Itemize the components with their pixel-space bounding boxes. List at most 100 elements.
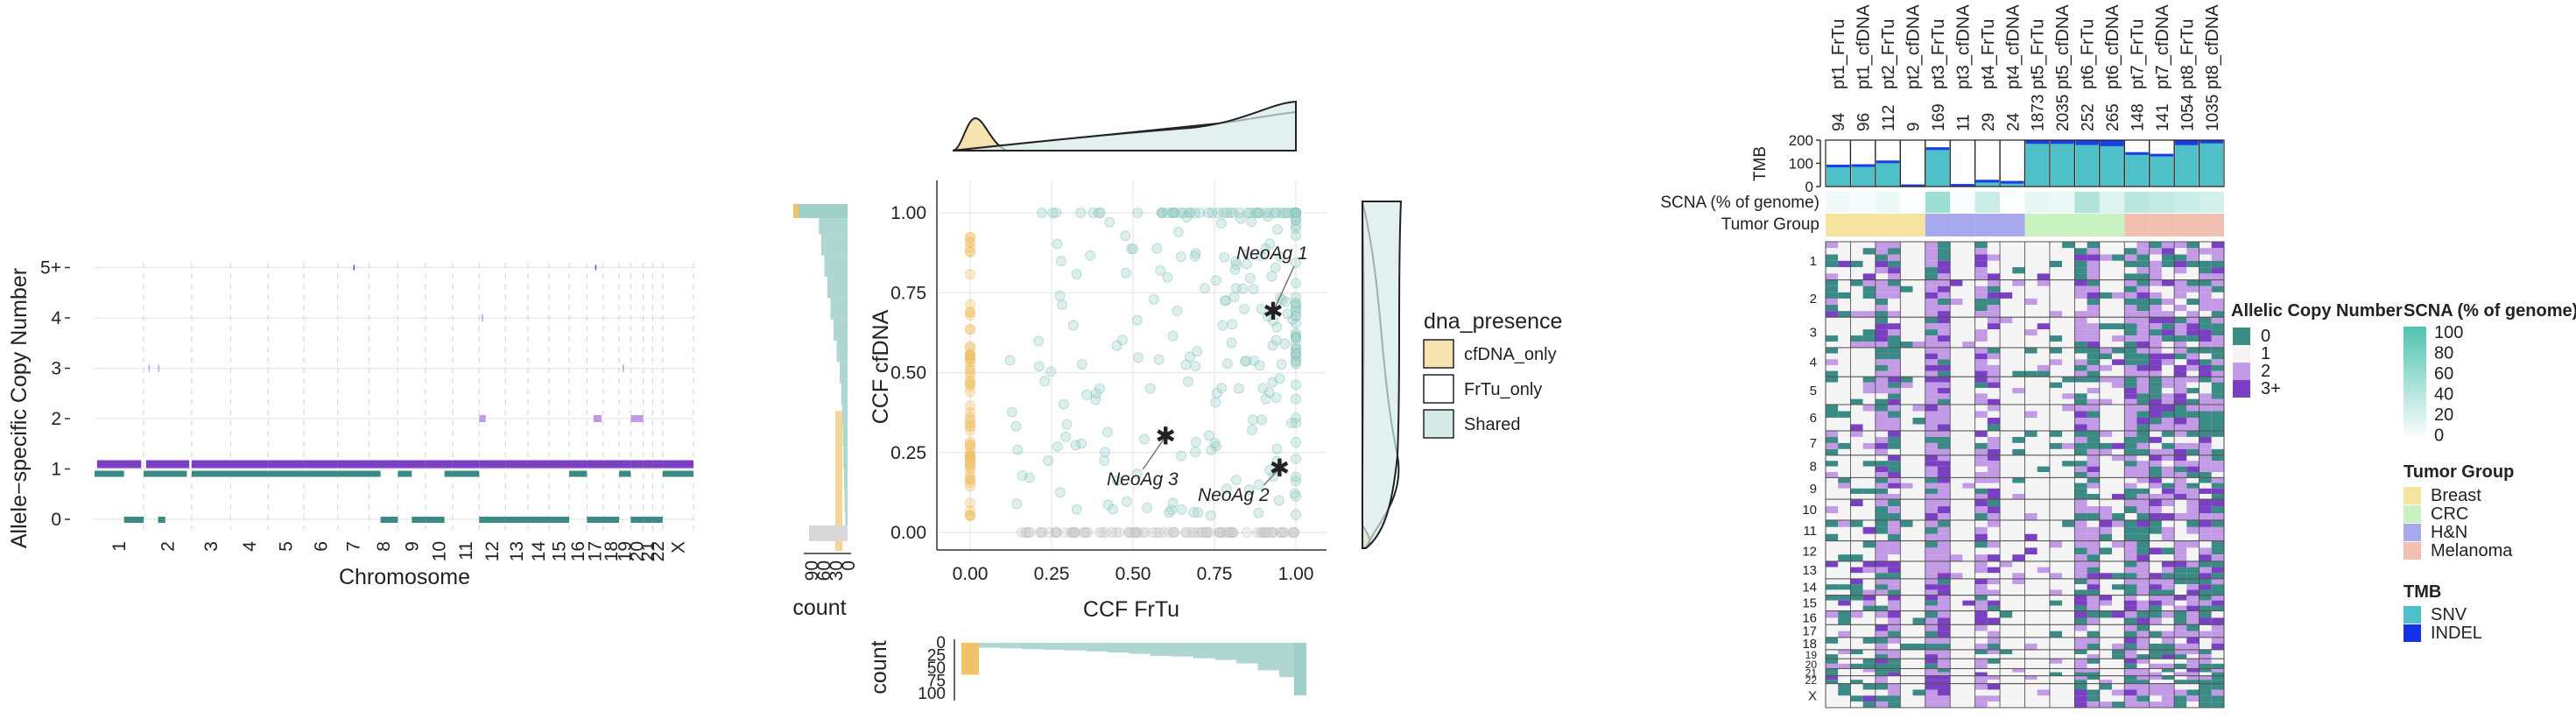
heatmap-cell — [1888, 600, 1901, 606]
heatmap-cell — [2199, 499, 2212, 507]
heatmap-cell — [2024, 292, 2038, 299]
point-shared — [1116, 335, 1128, 346]
heatmap-cell — [1974, 526, 1988, 534]
point-shared — [1120, 230, 1131, 242]
heatmap-cell — [1962, 506, 1975, 514]
heatmap-cell — [1838, 242, 1851, 249]
heatmap-cell — [2074, 680, 2087, 684]
point-shared — [1192, 346, 1203, 357]
heatmap-cell — [2124, 610, 2137, 618]
heatmap-cell — [2199, 417, 2212, 425]
point-shared — [1273, 495, 1284, 506]
heatmap-cell — [2099, 488, 2113, 494]
heatmap-cell — [2211, 461, 2224, 467]
heatmap-cell — [2062, 519, 2075, 527]
cn-x-tick-label: 18 — [602, 541, 622, 561]
heatmap-cell — [1974, 364, 1988, 371]
heatmap-cell — [1962, 595, 1975, 601]
heatmap-cell — [1900, 417, 1913, 425]
heatmap-cell — [2186, 540, 2199, 548]
heatmap-cell — [2174, 353, 2187, 360]
heatmap-cell — [2062, 298, 2075, 306]
heatmap-cell — [1862, 513, 1876, 520]
heatmap-cell — [2024, 404, 2038, 412]
heatmap-cell — [2174, 254, 2187, 261]
heatmap-cell — [1900, 637, 1913, 644]
heatmap-cell — [1987, 404, 2001, 412]
point-shared — [1260, 208, 1271, 218]
heatmap-cell — [2049, 477, 2063, 483]
cn-x-tick-label: 15 — [550, 541, 570, 561]
heatmap-cell — [1937, 455, 1951, 462]
heatmap-cell — [2186, 359, 2199, 365]
tmb-value-label: 265 — [2104, 103, 2122, 131]
heatmap-cell — [2049, 547, 2063, 555]
heatmap-cell — [2062, 513, 2075, 520]
heatmap-cell — [1925, 595, 1938, 601]
point-shared — [1263, 387, 1275, 398]
heatmap-cell — [1875, 672, 1889, 676]
heatmap-cell — [2099, 540, 2113, 548]
heatmap-cell — [2087, 347, 2100, 354]
cn-segment — [623, 364, 624, 372]
point-shared — [1167, 208, 1179, 218]
heatmap-cell — [2037, 430, 2050, 437]
heatmap-chrom-label: 4 — [1810, 356, 1817, 370]
heatmap-cell — [1987, 683, 2001, 690]
heatmap-cell — [1937, 506, 1951, 514]
heatmap-cell — [2124, 695, 2137, 702]
heatmap-cell — [2012, 675, 2025, 680]
heatmap-cell — [1862, 675, 1876, 680]
heatmap-cell — [2149, 600, 2162, 606]
heatmap-cell — [1937, 637, 1951, 644]
heatmap-cell — [1987, 436, 2001, 443]
heatmap-cell — [2149, 695, 2162, 702]
heatmap-cell — [2037, 578, 2050, 585]
heatmap-cell — [1850, 267, 1863, 274]
heatmap-cell — [1925, 387, 1938, 394]
heatmap-cell — [2149, 461, 2162, 467]
cn-x-tick-label: 14 — [529, 541, 549, 562]
heatmap-cell — [1962, 631, 1975, 638]
heatmap-cell — [2124, 605, 2137, 611]
heatmap-cell — [2124, 359, 2137, 365]
point-shared — [1235, 213, 1246, 224]
heatmap-cell — [2024, 298, 2038, 306]
point-frtu-only — [1024, 527, 1035, 538]
heatmap-cell — [2037, 377, 2050, 383]
heatmap-cell — [1987, 643, 2001, 650]
heatmap-cell — [2024, 248, 2038, 255]
point-shared — [1291, 356, 1301, 367]
heatmap-cell — [2211, 393, 2224, 399]
point-frtu-only — [1036, 527, 1047, 538]
point-shared — [1291, 220, 1301, 231]
heatmap-cell — [1962, 267, 1975, 274]
heatmap-cell — [1937, 404, 1951, 412]
heatmap-cell — [2037, 411, 2050, 418]
heatmap-cell — [1974, 455, 1988, 462]
cn-segment — [652, 517, 663, 523]
heatmap-cell — [2199, 359, 2212, 365]
point-shared — [1131, 468, 1143, 479]
heatmap-cell — [1875, 663, 1889, 669]
heatmap-cell — [2174, 513, 2187, 520]
heatmap-cell — [2024, 364, 2038, 371]
heatmap-cell — [2074, 311, 2087, 318]
allelic-cn-legend-key — [2233, 380, 2250, 398]
heatmap-cell — [1862, 466, 1876, 473]
heatmap-cell — [1862, 342, 1876, 348]
heatmap-cell — [1850, 663, 1863, 669]
point-frtu-only — [1179, 527, 1191, 538]
heatmap-cell — [2199, 584, 2212, 590]
heatmap-cell — [2136, 567, 2150, 574]
heatmap-cell — [2112, 513, 2125, 520]
heatmap-cell — [2049, 567, 2063, 574]
heatmap-cell — [2199, 695, 2212, 702]
heatmap-cell — [2000, 472, 2013, 478]
heatmap-cell — [1888, 659, 1901, 664]
scna-gradient-bar — [2404, 327, 2426, 441]
heatmap-cell — [2186, 701, 2199, 708]
heatmap-cell — [2087, 466, 2100, 473]
heatmap-cell — [1875, 466, 1889, 473]
heatmap-cell — [1950, 654, 1963, 659]
